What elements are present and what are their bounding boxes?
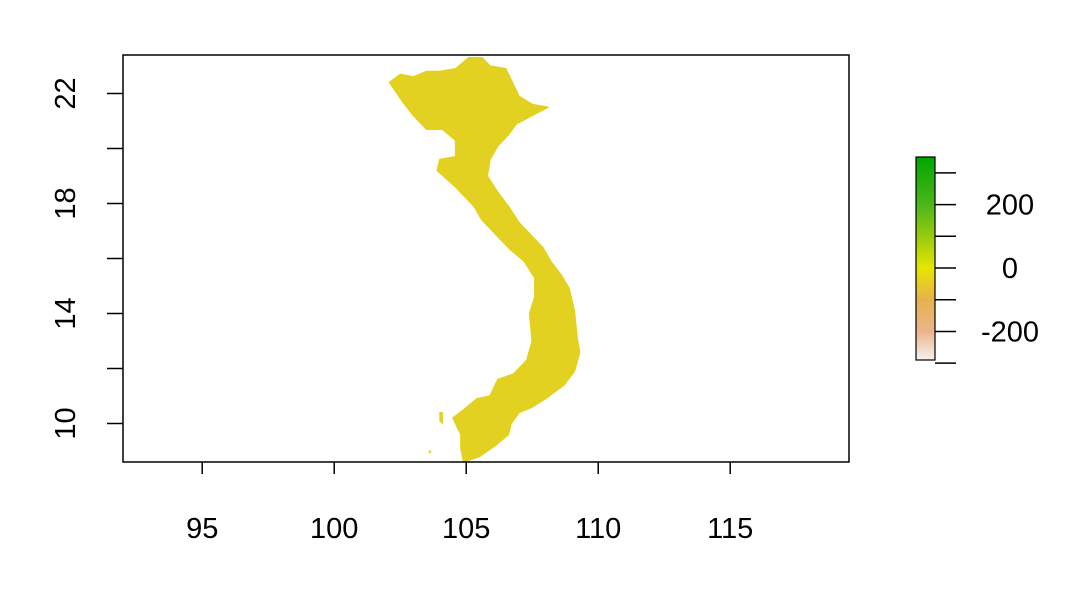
island-raster — [439, 412, 443, 425]
y-tick-label: 14 — [50, 297, 82, 329]
x-tick-label: 100 — [310, 513, 358, 545]
raster-layer — [388, 56, 581, 463]
y-tick-label: 18 — [50, 187, 82, 219]
y-tick-label: 10 — [50, 407, 82, 439]
island-raster — [428, 450, 432, 453]
x-axis: 95 100 105 110 115 — [186, 462, 753, 545]
x-tick-label: 105 — [442, 513, 490, 545]
legend-label: 200 — [986, 190, 1034, 222]
y-tick-label: 22 — [50, 77, 82, 109]
legend-label: 0 — [1002, 253, 1018, 285]
color-legend: -200 0 200 — [915, 156, 1039, 364]
x-tick-label: 110 — [575, 513, 621, 545]
x-tick-label: 95 — [186, 513, 218, 545]
legend-ticks: -200 0 200 — [935, 172, 1039, 364]
x-tick-label: 115 — [707, 513, 753, 545]
country-raster — [388, 56, 581, 463]
y-axis: 10 14 18 22 — [50, 77, 123, 440]
legend-color-bar — [915, 156, 936, 361]
legend-label: -200 — [981, 316, 1039, 348]
